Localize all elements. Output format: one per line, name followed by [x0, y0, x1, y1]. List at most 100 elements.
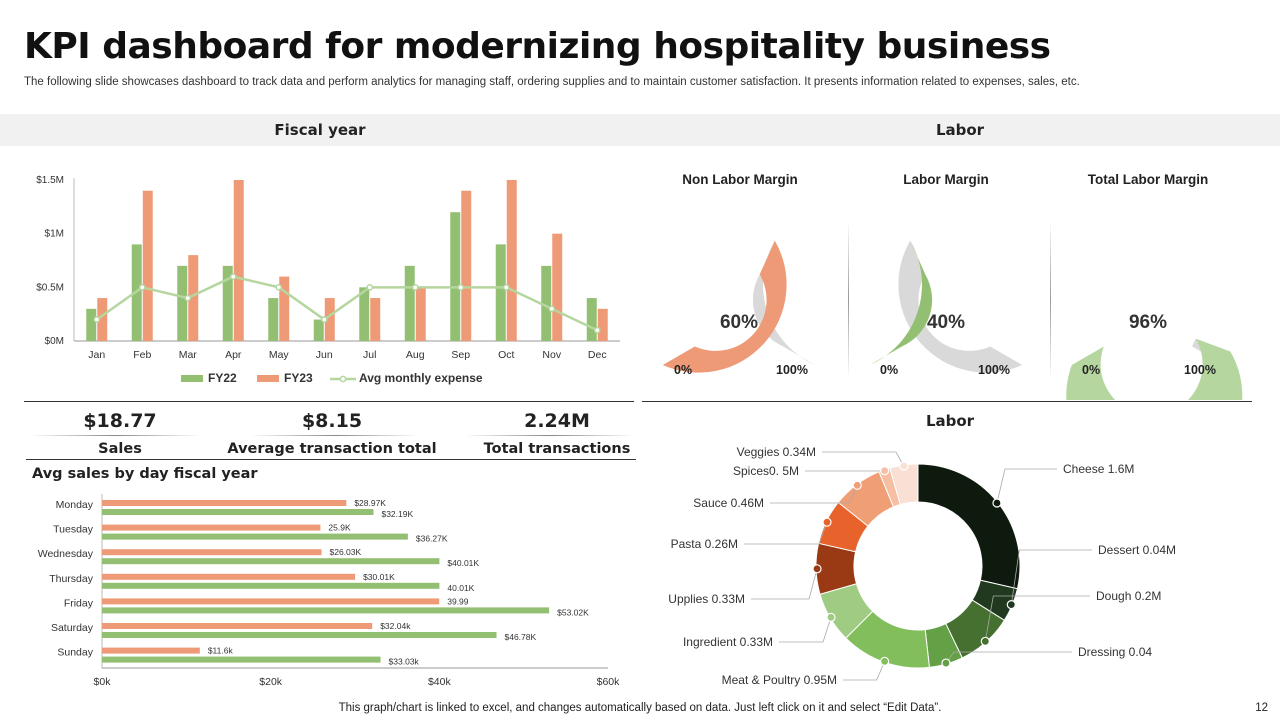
y-tick-label: Monday [56, 499, 94, 511]
bar-fy22 [268, 298, 279, 341]
bar-fy23 [506, 180, 517, 341]
gauge-min-label: 0% [1082, 363, 1101, 377]
x-tick-label: $0k [94, 676, 112, 688]
bar-fy22 [102, 509, 374, 515]
bar-fy23 [324, 298, 335, 341]
bar-fy23 [102, 647, 200, 654]
footer-note: This graph/chart is linked to excel, and… [338, 702, 942, 714]
gauge-title-non-labor: Non Labor Margin [682, 172, 798, 187]
bar-fy22 [177, 265, 188, 341]
kpi-top-rule [24, 401, 634, 402]
leader-dot [852, 480, 862, 490]
gauge-fill [662, 240, 787, 373]
donut-slice [917, 463, 1021, 590]
gauge-value-labor: 40% [926, 312, 966, 333]
fiscal-year-header: Fiscal year [0, 114, 640, 146]
leader-dot [880, 466, 890, 476]
bar-fy23 [102, 524, 321, 531]
bar-fy22 [102, 656, 381, 663]
data-label: $33.03k [389, 657, 420, 667]
kpi-underline [30, 435, 200, 436]
line-point [275, 283, 283, 291]
slice-label: Dressing 0.04 [1078, 645, 1152, 659]
bar-fy22 [359, 287, 370, 341]
leader-dot [822, 517, 832, 527]
bar-fy23 [415, 287, 426, 341]
y-tick-label: $0.5M [36, 282, 64, 293]
bar-fy22 [495, 244, 506, 341]
x-tick-label: $40k [428, 676, 452, 688]
data-label: $53.02K [557, 607, 589, 617]
bar-fy22 [404, 265, 415, 341]
avg-sales-title: Avg sales by day fiscal year [32, 466, 258, 482]
gauge-title-total-labor: Total Labor Margin [1087, 172, 1209, 187]
leader-dot [880, 656, 890, 666]
kpi-avg-transaction-value: $8.15 [301, 410, 363, 432]
bar-fy23 [597, 308, 608, 341]
line-point [593, 326, 601, 334]
line-point [138, 283, 146, 291]
page-subtitle: The following slide showcases dashboard … [24, 76, 1080, 88]
bar-fy22 [102, 632, 497, 638]
legend-swatch-fy22 [181, 375, 203, 382]
data-label: $40.01K [447, 558, 479, 568]
legend-swatch-fy23 [257, 375, 279, 382]
bar-fy22 [586, 298, 597, 341]
data-label: $11.6k [208, 646, 234, 656]
bar-fy23 [102, 500, 347, 506]
kpi-sales-value: $18.77 [83, 410, 157, 432]
y-tick-label: Tuesday [53, 524, 94, 536]
gauge-value-total-labor: 96% [1128, 312, 1168, 333]
data-label: $28.97K [354, 498, 386, 508]
labor-header: Labor [640, 114, 1280, 146]
data-label: $26.03K [330, 547, 362, 557]
bar-fy23 [97, 298, 108, 341]
x-tick-label: Aug [406, 349, 425, 361]
gauge-title-labor: Labor Margin [903, 172, 989, 187]
slice-label: Dessert 0.04M [1098, 543, 1176, 557]
leader-dot [899, 461, 909, 471]
line-point [184, 294, 192, 302]
labor-donut-title: Labor [925, 412, 975, 430]
donut-slice [889, 463, 919, 506]
data-label: $46.78K [505, 632, 537, 642]
legend-label-fy22: FY22 [208, 371, 237, 385]
y-tick-label: Wednesday [38, 548, 94, 560]
x-tick-label: Oct [498, 349, 514, 361]
slice-label: Pasta 0.26M [671, 537, 738, 551]
labor-top-rule [642, 401, 1252, 402]
gauge-remainder [898, 240, 1023, 373]
avg-sales-by-day-chart: $0k $20k $40k $60k Monday $28.97K$32.19K Tuesd… [38, 494, 620, 688]
bar-fy22 [102, 533, 408, 540]
bar-fy22 [86, 308, 97, 341]
slice-label: Meat & Poultry 0.95M [722, 673, 837, 687]
x-tick-label: Sep [451, 349, 470, 361]
data-label: 25.9K [328, 523, 351, 533]
kpi-underline [465, 435, 635, 436]
y-tick-label: $1M [45, 229, 64, 240]
page-title: KPI dashboard for modernizing hospitalit… [24, 26, 1051, 67]
y-tick-label: $1.5M [36, 175, 64, 186]
bar-fy22 [450, 212, 461, 341]
gauge-min-label: 0% [880, 363, 899, 377]
kpi-total-transactions-value: 2.24M [524, 410, 590, 432]
y-tick-label: Thursday [49, 573, 94, 585]
kpi-total-transactions-label: Total transactions [483, 441, 631, 457]
bar-fy23 [370, 298, 381, 341]
bar-fy23 [102, 623, 373, 629]
kpi-bottom-rule [26, 459, 636, 460]
line-avg-monthly-expense [96, 275, 598, 332]
legend-label-avg: Avg monthly expense [359, 371, 483, 385]
gauge-divider [1050, 220, 1051, 380]
gauge-max-label: 100% [776, 363, 808, 377]
x-tick-label: Apr [225, 349, 242, 361]
gauge-max-label: 100% [1184, 363, 1216, 377]
bar-fy23 [188, 255, 199, 341]
x-tick-label: Jul [363, 349, 376, 361]
data-label: 39.99 [447, 596, 469, 606]
gauge-divider [848, 220, 849, 380]
bar-fy22 [222, 265, 233, 341]
x-tick-label: $20k [259, 676, 283, 688]
bar-fy22 [541, 265, 552, 341]
leader-line [822, 451, 905, 467]
